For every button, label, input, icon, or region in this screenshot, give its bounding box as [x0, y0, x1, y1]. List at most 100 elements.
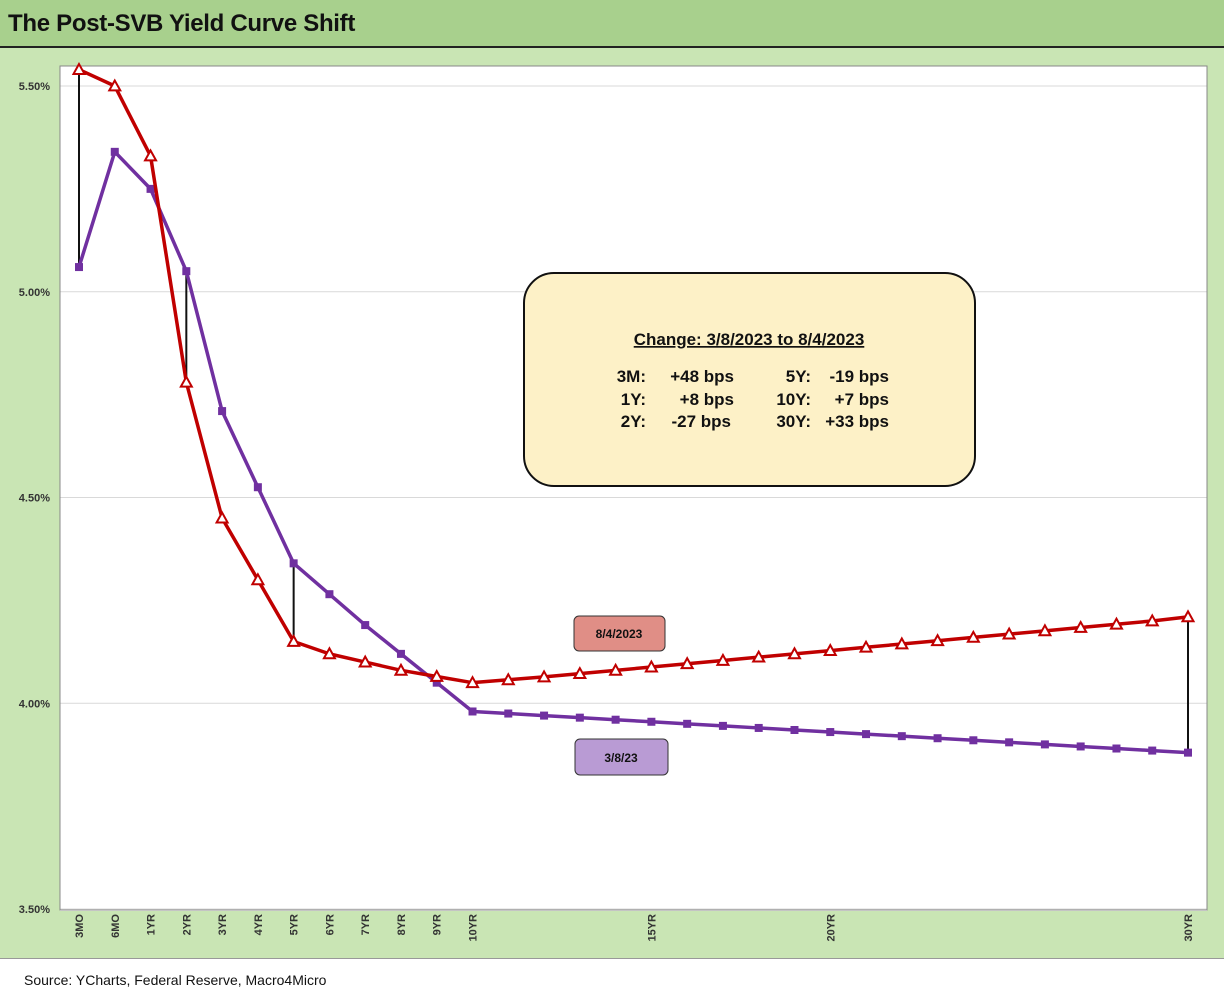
data-point-mar-2023 — [218, 407, 227, 416]
data-point-aug-2023 — [787, 646, 802, 660]
y-tick-label: 3.50% — [19, 904, 50, 916]
data-point-aug-2023 — [679, 656, 695, 670]
data-point-aug-2023 — [572, 666, 588, 680]
data-point-aug-2023 — [286, 633, 301, 647]
data-point-aug-2023 — [536, 669, 552, 683]
summary-row1-left-value: +48 bps — [670, 367, 734, 386]
data-point-mar-2023 — [754, 723, 763, 732]
x-tick-label: 3MO — [74, 914, 86, 938]
data-point-aug-2023 — [644, 659, 659, 673]
data-point-aug-2023 — [214, 510, 230, 524]
series-label-aug-bg — [573, 615, 666, 652]
data-point-mar-2023 — [504, 709, 513, 718]
data-point-mar-2023 — [611, 715, 620, 724]
data-point-mar-2023 — [289, 559, 298, 568]
data-point-aug-2023 — [250, 572, 266, 586]
x-tick-label: 3YR — [217, 914, 229, 935]
data-point-aug-2023 — [143, 148, 158, 162]
data-point-aug-2023 — [966, 629, 981, 643]
summary-row2-left-value: +8 bps — [680, 390, 734, 409]
summary-heading: Change: 3/8/2023 to 8/4/2023 — [634, 330, 865, 349]
x-tick-label: 8YR — [396, 914, 408, 935]
title-bar: The Post-SVB Yield Curve Shift — [0, 0, 1224, 48]
data-point-aug-2023 — [608, 662, 623, 676]
x-tick-label: 6MO — [110, 914, 122, 938]
x-tick-label: 5YR — [289, 914, 301, 935]
y-tick-label: 4.00% — [19, 698, 50, 710]
data-point-mar-2023 — [75, 263, 83, 272]
x-tick-label: 7YR — [360, 914, 372, 935]
series-lines — [71, 61, 1196, 757]
data-point-mar-2023 — [110, 147, 119, 156]
data-point-aug-2023 — [357, 654, 373, 668]
x-axis-ticks: 3MO 6MO 1YR 2YR 3YR 4YR 5YR 6YR 7YR 8YR 9YR 10YR 15Y… — [74, 914, 1195, 942]
data-point-aug-2023 — [1073, 619, 1088, 633]
x-tick-label: 1YR — [146, 914, 158, 935]
data-point-aug-2023 — [393, 662, 409, 676]
data-point-mar-2023 — [361, 621, 370, 630]
data-point-mar-2023 — [468, 707, 477, 716]
data-point-aug-2023 — [465, 675, 480, 689]
series-label-mar: 3/8/23 — [574, 738, 669, 776]
data-point-mar-2023 — [1076, 742, 1085, 751]
summary-row3-right-value: +33 bps — [825, 412, 889, 431]
data-point-aug-2023 — [107, 78, 122, 92]
data-point-mar-2023 — [253, 483, 262, 492]
chart-title: The Post-SVB Yield Curve Shift — [8, 10, 356, 37]
data-point-aug-2023 — [1145, 613, 1160, 627]
summary-row1-left-key: 3M: — [617, 367, 646, 386]
data-point-mar-2023 — [432, 678, 441, 687]
y-tick-label: 4.50% — [19, 493, 50, 505]
x-tick-label: 30YR — [1183, 914, 1195, 942]
summary-row3-left-value: -27 bps — [671, 412, 731, 431]
data-point-mar-2023 — [1005, 738, 1014, 747]
data-point-aug-2023 — [715, 652, 731, 666]
data-point-aug-2023 — [1037, 623, 1053, 637]
y-tick-label: 5.00% — [19, 287, 50, 299]
summary-box: Change: 3/8/2023 to 8/4/2023 3M: +48 bps… — [523, 272, 976, 487]
x-tick-label: 2YR — [181, 914, 193, 935]
data-point-aug-2023 — [751, 649, 766, 663]
x-tick-label: 4YR — [253, 914, 265, 935]
gridlines — [59, 65, 1208, 911]
data-point-aug-2023 — [858, 639, 874, 653]
data-point-mar-2023 — [683, 719, 692, 728]
data-point-mar-2023 — [790, 725, 799, 734]
data-point-mar-2023 — [933, 734, 942, 743]
data-point-mar-2023 — [718, 721, 727, 730]
data-point-mar-2023 — [647, 717, 656, 726]
data-point-mar-2023 — [1040, 740, 1049, 749]
data-point-aug-2023 — [823, 643, 838, 656]
summary-row3-left-key: 2Y: — [621, 412, 646, 431]
data-point-mar-2023 — [826, 728, 835, 737]
y-tick-label: 5.50% — [19, 81, 50, 93]
data-point-aug-2023 — [179, 374, 194, 388]
data-point-mar-2023 — [862, 730, 871, 739]
data-point-mar-2023 — [325, 590, 334, 599]
data-point-mar-2023 — [575, 713, 584, 722]
summary-row2-left-key: 1Y: — [621, 390, 646, 409]
data-point-aug-2023 — [1109, 616, 1124, 630]
series-label-aug: 8/4/2023 — [573, 615, 666, 652]
source-note: Source: YCharts, Federal Reserve, Macro4… — [24, 972, 327, 988]
change-connectors — [78, 69, 1189, 753]
series-label-mar-bg — [574, 738, 669, 776]
x-tick-label: 6YR — [324, 914, 336, 935]
data-point-mar-2023 — [182, 267, 191, 276]
data-point-aug-2023 — [429, 668, 444, 682]
data-point-aug-2023 — [322, 646, 337, 660]
x-tick-label: 10YR — [468, 914, 480, 942]
series-label-aug-text: 8/4/2023 — [596, 627, 643, 641]
data-point-aug-2023 — [930, 633, 945, 647]
summary-box-bg — [523, 272, 976, 487]
x-tick-label: 9YR — [432, 914, 444, 935]
series-line-mar-2023 — [77, 150, 1189, 755]
data-point-mar-2023 — [1148, 746, 1157, 755]
data-point-aug-2023 — [1001, 626, 1017, 640]
summary-row2-right-value: +7 bps — [835, 390, 889, 409]
footer: Source: YCharts, Federal Reserve, Macro4… — [0, 958, 1224, 1001]
data-point-mar-2023 — [396, 649, 405, 658]
plot-border — [59, 65, 1208, 911]
x-tick-label: 20YR — [825, 914, 837, 942]
